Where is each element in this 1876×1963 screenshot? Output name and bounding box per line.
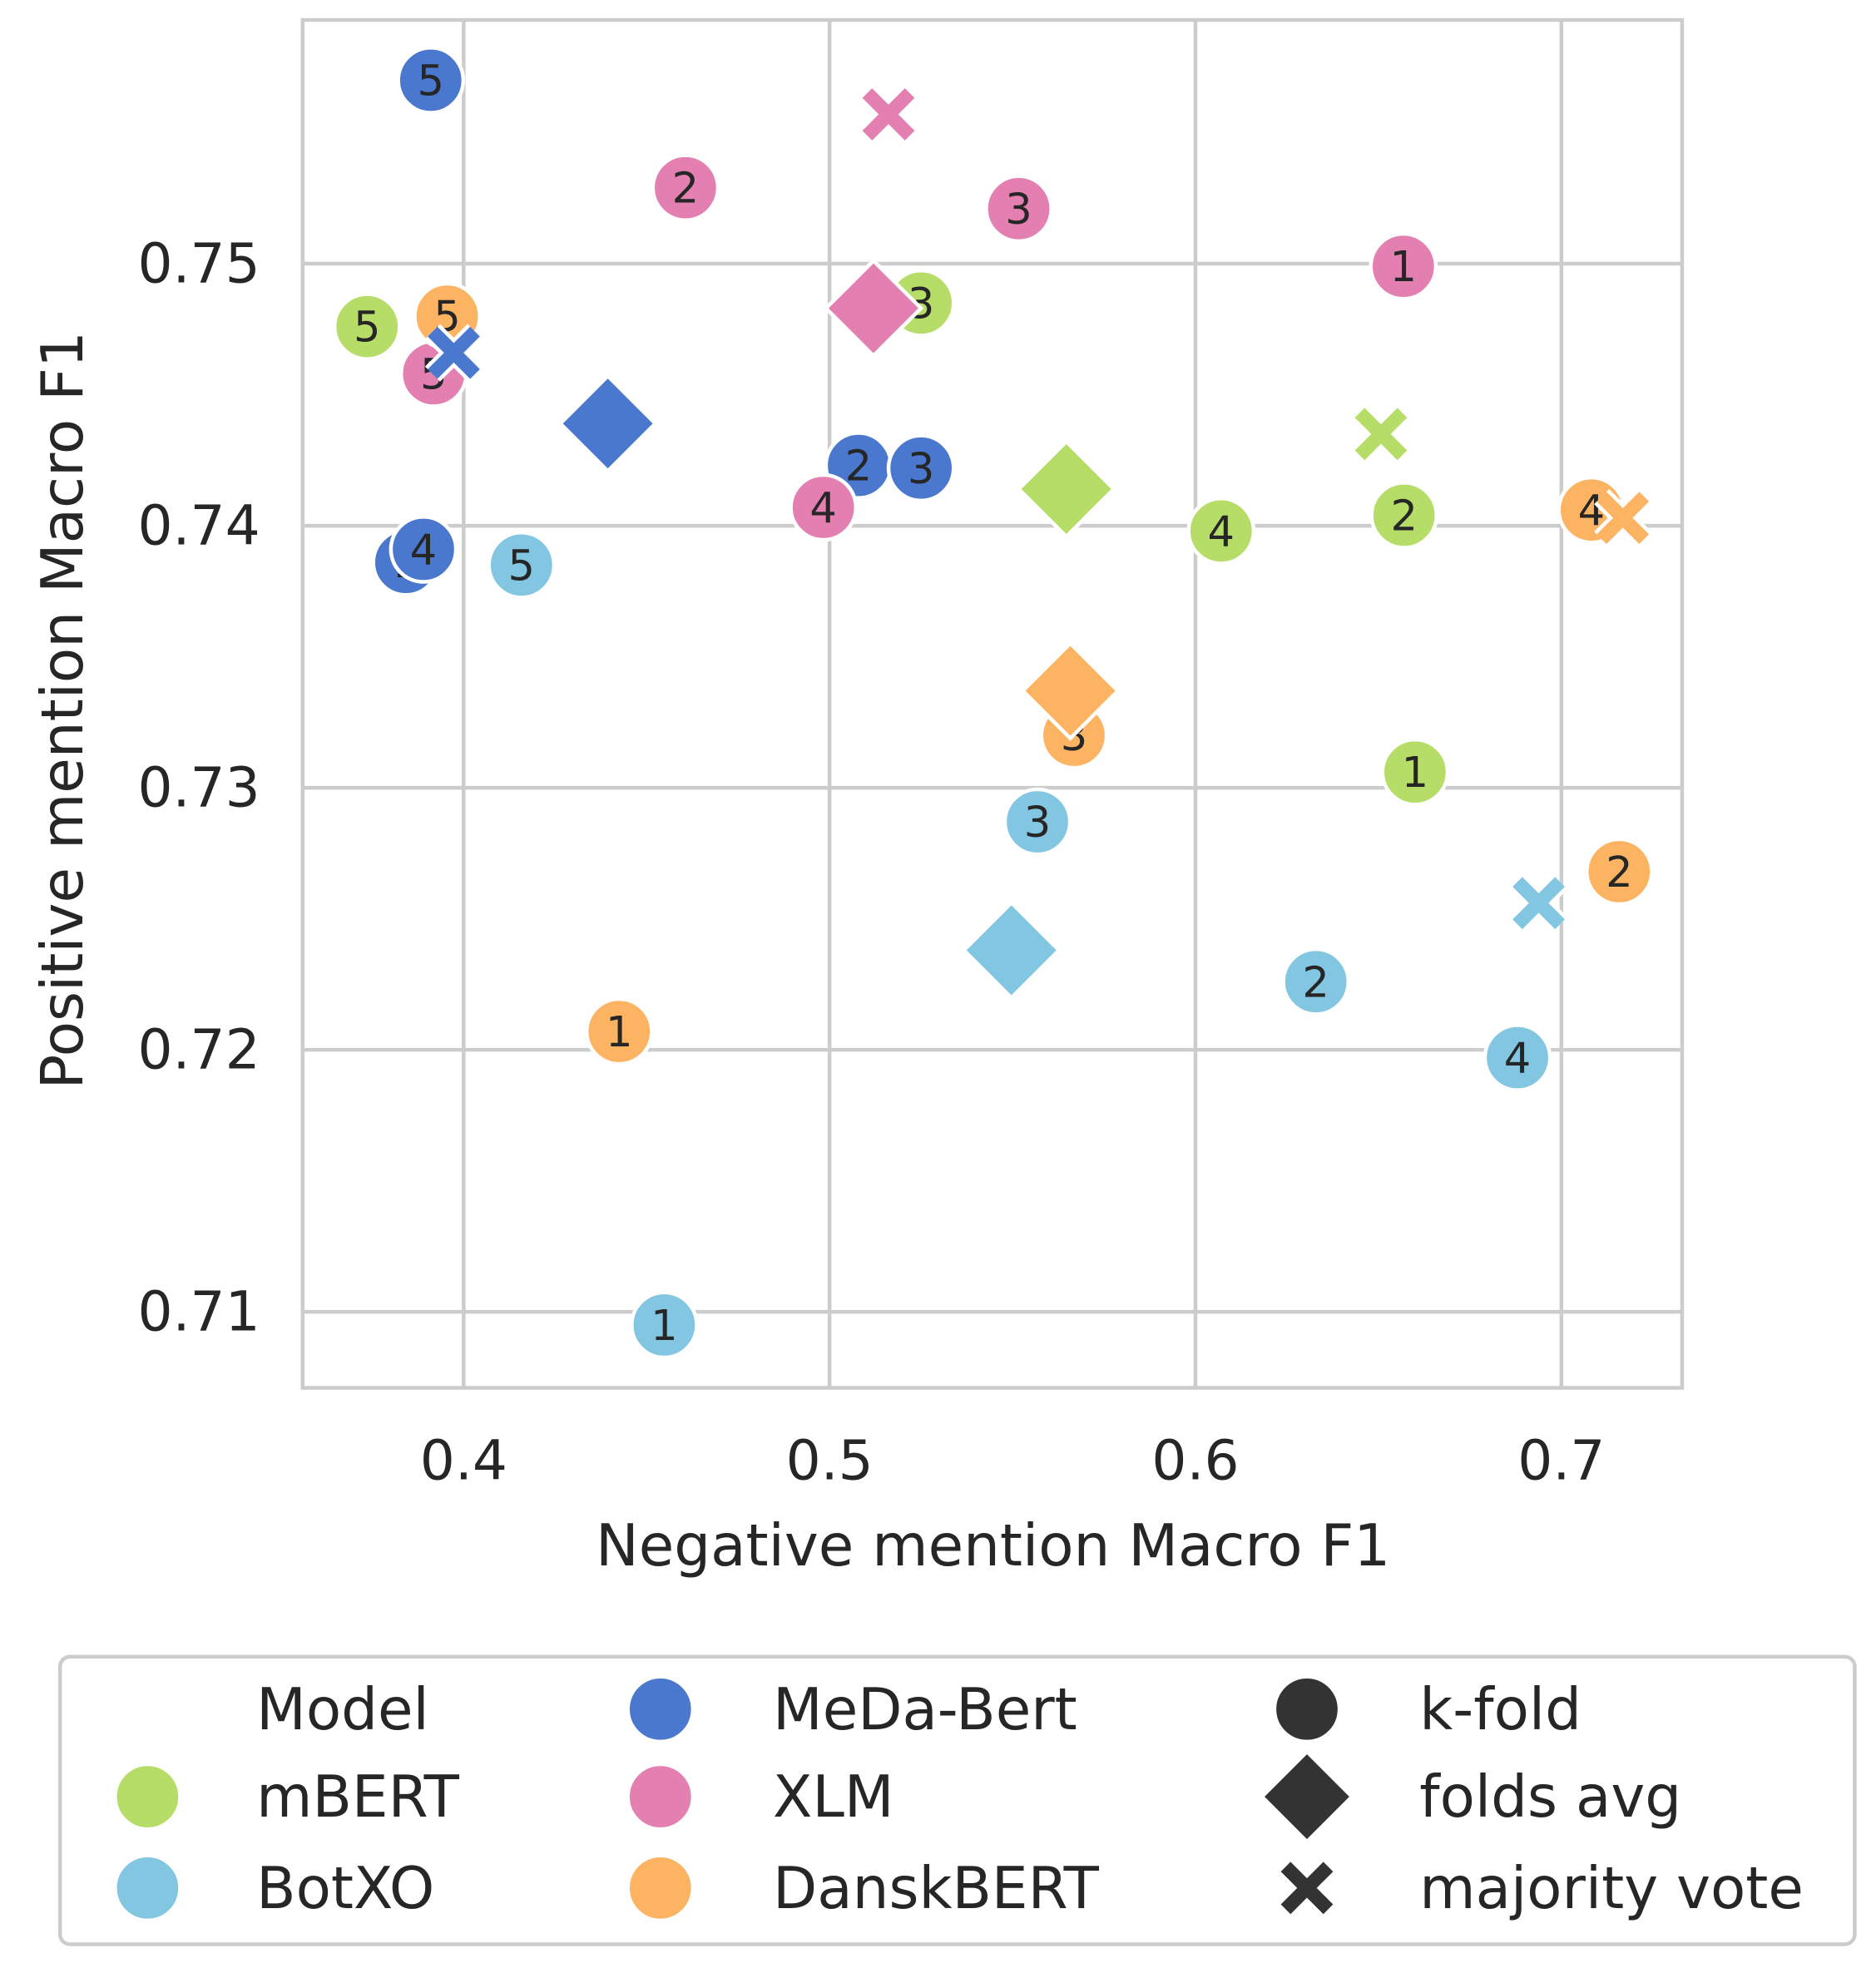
- kfold-point: [1186, 497, 1256, 566]
- legend: Model mBERT BotXO MeDa-Bert XLM DanskBERT k-f…: [57, 1654, 1857, 1946]
- kfold-point: [584, 996, 654, 1066]
- kfold-point: [487, 530, 557, 600]
- marker-stroke: [428, 326, 480, 379]
- data-points: 5342151324514232315451324: [332, 46, 1654, 1360]
- majority-vote-point: [1509, 874, 1568, 932]
- kfold-point: [1369, 481, 1439, 550]
- legend-label: folds avg: [1419, 1764, 1681, 1831]
- fold-label: 4: [809, 484, 837, 533]
- kfold-point: [789, 472, 859, 542]
- y-ticks: 0.71 0.72 0.73 0.74 0.75: [137, 232, 260, 1344]
- legend-diamond-icon: [1259, 1748, 1355, 1845]
- plot-frame: [300, 17, 1685, 1390]
- summary-meda-bert: [424, 324, 658, 474]
- majority-vote-point: [1594, 489, 1652, 547]
- legend-circle-icon: [1272, 1674, 1342, 1744]
- kfold-point: [1380, 737, 1450, 807]
- legend-label: BotXO: [256, 1856, 434, 1922]
- fold-label: 3: [1024, 799, 1052, 848]
- fold-label: 2: [1606, 848, 1633, 897]
- fold-label: 4: [1208, 507, 1235, 556]
- legend-marker-meda-bert: [626, 1674, 695, 1744]
- fold-label: 3: [908, 445, 935, 494]
- kfold-point: [886, 433, 956, 503]
- legend-label: k-fold: [1419, 1677, 1581, 1743]
- legend-marker-mbert: [113, 1762, 182, 1832]
- x-tick-label: 0.4: [420, 1428, 507, 1492]
- x-tick-label: 0.6: [1151, 1428, 1239, 1492]
- kfold-point: [1281, 947, 1351, 1016]
- summary-xlm: [823, 85, 924, 358]
- folds-avg-point: [823, 258, 924, 358]
- fold-label: 1: [606, 1008, 633, 1057]
- fold-label: 2: [1302, 958, 1329, 1007]
- summary-mbert: [1016, 405, 1410, 540]
- majority-vote-point: [1352, 405, 1410, 463]
- legend-marker-botxo: [113, 1853, 182, 1923]
- folds-avg-point: [961, 900, 1062, 1001]
- kfold-point: [1482, 1023, 1552, 1092]
- marker-stroke: [1280, 1862, 1334, 1915]
- legend-label: DanskBERT: [773, 1856, 1100, 1922]
- kfold-point: [332, 292, 402, 361]
- y-axis-label: Positive mention Macro F1: [30, 331, 97, 1089]
- legend-label: XLM: [773, 1764, 894, 1831]
- kfold-point: [984, 174, 1053, 244]
- x-tick-label: 0.5: [786, 1428, 874, 1492]
- legend-marker-xlm: [626, 1762, 695, 1832]
- x-axis-label: Negative mention Macro F1: [596, 1513, 1390, 1580]
- kfold-point: [1369, 231, 1438, 301]
- series-meda-bert: 51423: [371, 46, 956, 597]
- legend-title-model: Model: [256, 1677, 429, 1743]
- kfold-point: [630, 1290, 699, 1360]
- legend-x-icon: [1278, 1859, 1336, 1917]
- summary-danskbert: [1020, 489, 1652, 741]
- x-ticks: 0.4 0.5 0.6 0.7: [420, 1428, 1606, 1492]
- legend-marker-danskbert: [626, 1853, 695, 1923]
- fold-label: 2: [1390, 492, 1418, 541]
- fold-label: 2: [845, 443, 873, 492]
- legend-label: majority vote: [1419, 1856, 1804, 1922]
- y-tick-label: 0.74: [137, 494, 260, 558]
- marker-stroke: [862, 88, 915, 141]
- y-tick-label: 0.71: [137, 1280, 260, 1344]
- kfold-point: [651, 153, 720, 223]
- kfold-point: [1584, 837, 1654, 907]
- kfold-point: [396, 46, 466, 115]
- legend-label: MeDa-Bert: [773, 1677, 1077, 1743]
- fold-label: 1: [651, 1302, 678, 1351]
- majority-vote-point: [859, 85, 918, 144]
- marker-stroke: [1512, 877, 1565, 930]
- y-tick-label: 0.73: [137, 756, 260, 820]
- kfold-point: [389, 515, 458, 584]
- y-tick-label: 0.72: [137, 1018, 260, 1082]
- fold-label: 5: [417, 57, 444, 106]
- kfold-point: [1002, 787, 1072, 857]
- summary-botxo: [961, 874, 1568, 1001]
- majority-vote-point: [424, 324, 483, 382]
- fold-label: 2: [672, 165, 700, 214]
- fold-label: 1: [1402, 749, 1429, 798]
- fold-label: 5: [508, 541, 536, 591]
- series-botxo: 5 1 3 2 4: [487, 530, 1552, 1360]
- marker-stroke: [1354, 408, 1408, 461]
- fold-label: 4: [410, 526, 438, 575]
- legend-frame: [57, 1654, 1857, 1946]
- fold-label: 1: [1390, 243, 1418, 292]
- y-tick-label: 0.75: [137, 232, 260, 296]
- fold-label: 3: [1005, 185, 1032, 235]
- fold-label: 5: [354, 304, 381, 353]
- fold-label: 4: [1504, 1035, 1532, 1084]
- folds-avg-point: [1020, 640, 1121, 741]
- x-tick-label: 0.7: [1517, 1428, 1605, 1492]
- grid: [302, 20, 1682, 1388]
- folds-avg-point: [557, 373, 658, 474]
- folds-avg-point: [1016, 438, 1117, 540]
- legend-label: mBERT: [256, 1764, 459, 1831]
- marker-stroke: [1596, 492, 1650, 545]
